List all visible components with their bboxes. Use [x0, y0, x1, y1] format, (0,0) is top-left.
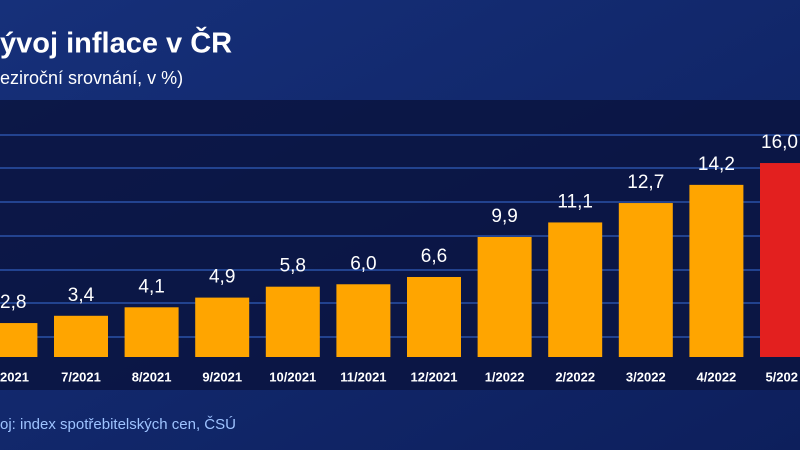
bar — [0, 323, 38, 357]
x-tick-label: 10/2021 — [269, 369, 316, 384]
value-label: 11,1 — [557, 191, 593, 212]
bar — [124, 307, 179, 357]
value-label: 6,6 — [421, 246, 447, 267]
x-tick-label: 1/2022 — [485, 369, 525, 384]
value-label: 6,0 — [350, 253, 376, 274]
x-tick-label: 8/2021 — [132, 369, 172, 384]
bar — [195, 297, 250, 357]
bar — [477, 236, 532, 357]
value-label: 5,8 — [280, 256, 306, 277]
value-label: 3,4 — [68, 285, 95, 306]
value-label: 9,9 — [491, 206, 517, 227]
chart-title: ývoj inflace v ČR — [0, 26, 232, 60]
x-tick-label: 7/2021 — [61, 369, 101, 384]
bar — [689, 184, 744, 357]
bar — [54, 315, 108, 357]
value-label: 14,2 — [698, 154, 735, 175]
bar — [407, 276, 461, 357]
bar — [548, 222, 603, 357]
value-label: 16,0 — [761, 132, 798, 153]
x-tick-label: 11/2021 — [340, 369, 386, 384]
x-tick-label: 2021 — [0, 369, 29, 384]
bar — [618, 203, 673, 357]
source: oj: index spotřebitelských cen, ČSÚ — [0, 416, 236, 433]
value-label: 12,7 — [627, 172, 664, 193]
plot-panel — [0, 100, 800, 390]
x-tick-label: 3/2022 — [626, 369, 666, 384]
value-label: 4,9 — [209, 267, 235, 288]
bar — [265, 286, 320, 357]
x-tick-label: 4/2022 — [697, 369, 737, 384]
x-tick-label: 9/2021 — [202, 369, 242, 384]
x-tick-label: 12/2021 — [411, 369, 458, 384]
value-label: 4,1 — [138, 276, 164, 297]
x-tick-label: 5/202 — [765, 369, 798, 384]
bar — [760, 163, 800, 357]
chart-subtitle: eziroční srovnání, v %) — [0, 68, 183, 88]
bar — [336, 284, 391, 357]
value-label: 2,8 — [0, 292, 26, 313]
x-tick-label: 2/2022 — [555, 369, 595, 384]
